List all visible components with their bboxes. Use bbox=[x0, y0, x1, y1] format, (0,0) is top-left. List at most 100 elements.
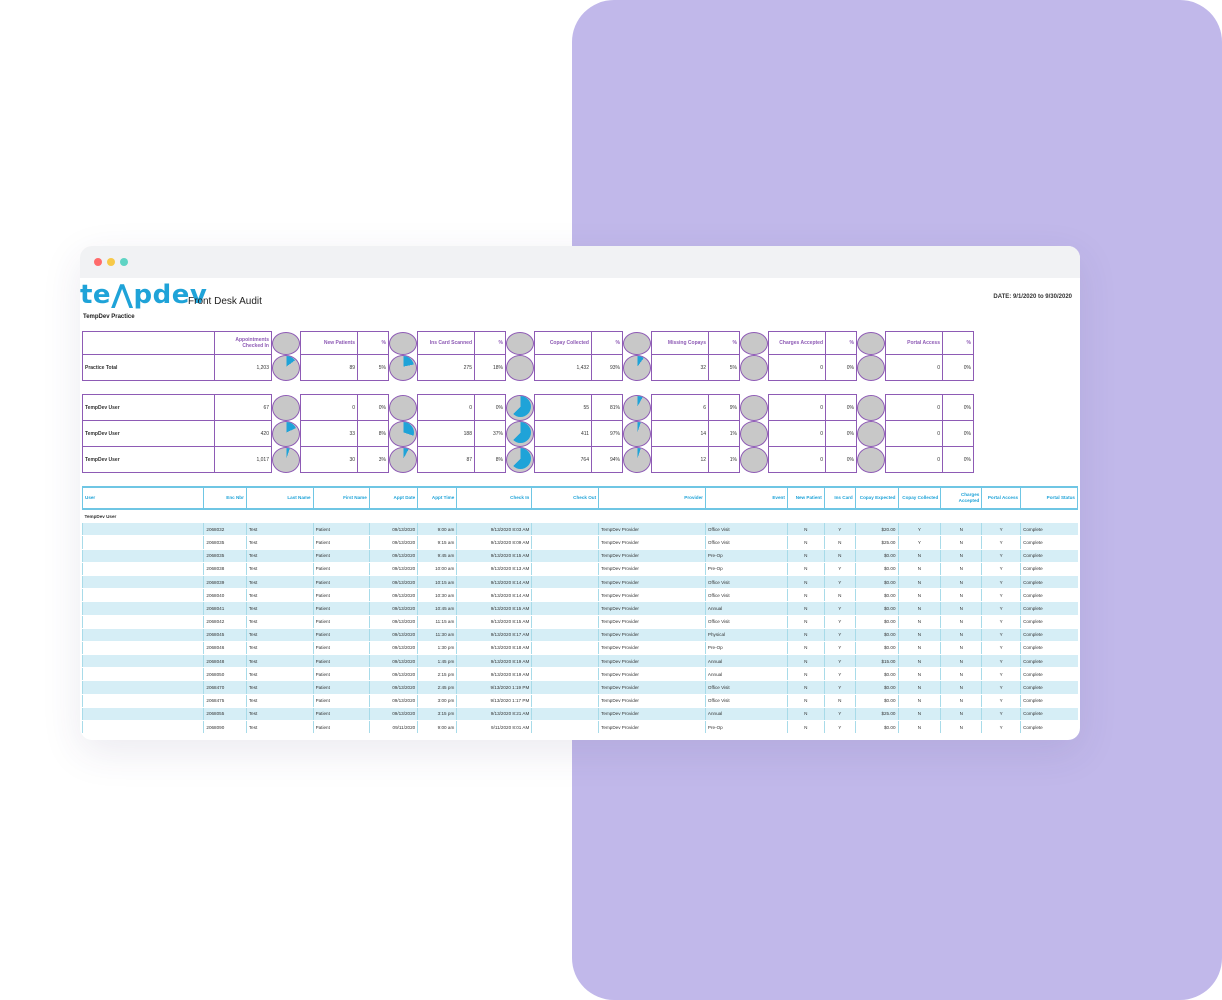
table-row[interactable]: 2068038 Test Patient 09/13/2020 10:00 am 9/13… bbox=[81, 562, 1078, 576]
table-cell bbox=[531, 522, 599, 537]
table-cell: N bbox=[786, 601, 825, 616]
summary-header-cell: % bbox=[357, 331, 389, 355]
table-cell: 09/13/2020 bbox=[368, 667, 418, 682]
detail-header-cell[interactable]: Event bbox=[704, 486, 788, 510]
summary-header-cell: % bbox=[942, 331, 974, 355]
maximize-dot-icon[interactable] bbox=[120, 258, 128, 266]
summary-header-row: Appointments Checked In New Patients% Ins … bbox=[82, 331, 974, 355]
table-cell: N bbox=[786, 720, 825, 735]
summary-value: 81% bbox=[591, 394, 623, 421]
table-row[interactable]: 2068032 Test Patient 09/13/2020 9:00 am 9/13/… bbox=[81, 522, 1078, 537]
table-row[interactable]: 2068046 Test Patient 09/13/2020 1:30 pm 9/13/… bbox=[81, 641, 1078, 656]
table-row[interactable]: 2068475 Test Patient 09/13/2020 3:00 pm 9/13/… bbox=[81, 694, 1078, 708]
table-row[interactable]: 2068050 Test Patient 09/13/2020 2:15 pm 9/13/… bbox=[81, 667, 1078, 682]
table-cell: Y bbox=[981, 720, 1021, 735]
table-cell: TempDev Provider bbox=[598, 667, 706, 682]
table-cell: TempDev Provider bbox=[598, 562, 706, 576]
table-cell: N bbox=[786, 654, 825, 669]
detail-header-cell[interactable]: Provider bbox=[598, 486, 706, 510]
summary-row-name: Practice Total bbox=[82, 354, 215, 381]
table-cell: Test bbox=[245, 667, 314, 682]
table-row[interactable]: 2068470 Test Patient 09/13/2020 2:45 pm 9/13/… bbox=[81, 680, 1078, 695]
table-cell: TempDev Provider bbox=[598, 601, 706, 616]
table-cell: Test bbox=[245, 535, 314, 550]
summary-header-pie-col bbox=[740, 331, 768, 355]
table-cell: 9/13/2020 8:19 AM bbox=[456, 654, 532, 669]
table-cell bbox=[531, 694, 599, 708]
table-row[interactable]: 2068048 Test Patient 09/13/2020 1:45 pm 9/13/… bbox=[81, 654, 1078, 669]
close-dot-icon[interactable] bbox=[94, 258, 102, 266]
report-window: te⋀pdev Front Desk Audit DATE: 9/1/2020 … bbox=[80, 246, 1080, 740]
table-cell: TempDev Provider bbox=[598, 628, 706, 642]
summary-pie-cell bbox=[740, 420, 768, 447]
detail-header-cell[interactable]: Charges Accepted bbox=[940, 486, 983, 510]
detail-header-cell[interactable]: Check Out bbox=[531, 486, 600, 510]
table-row[interactable]: 2068039 Test Patient 09/13/2020 10:15 am 9/13… bbox=[81, 575, 1078, 590]
summary-value: 0 bbox=[768, 394, 826, 421]
table-cell: 09/13/2020 bbox=[368, 707, 418, 722]
table-cell: Pre-Op bbox=[704, 549, 788, 563]
table-row[interactable]: 2068045 Test Patient 09/13/2020 11:30 am 9/13… bbox=[81, 628, 1078, 642]
detail-header-cell[interactable]: Enc Nbr bbox=[203, 486, 247, 510]
detail-header-cell[interactable]: Last Name bbox=[245, 486, 314, 510]
table-row[interactable]: 2068035 Test Patient 09/13/2020 9:15 am 9/13/… bbox=[81, 535, 1078, 550]
summary-row-name: TempDev User bbox=[82, 394, 215, 421]
table-cell: Test bbox=[245, 628, 314, 642]
table-cell: N bbox=[940, 575, 982, 590]
detail-header-cell[interactable]: Check In bbox=[456, 486, 533, 510]
summary-value: 0 bbox=[768, 420, 826, 447]
table-cell: $25.00 bbox=[854, 707, 898, 722]
summary-value: 420 bbox=[214, 420, 272, 447]
table-cell: N bbox=[940, 680, 982, 695]
table-cell: $0.00 bbox=[854, 601, 898, 616]
table-cell: $0.00 bbox=[854, 549, 898, 563]
summary-value: 5% bbox=[708, 354, 740, 381]
detail-header-cell[interactable]: Copay Expected bbox=[854, 486, 899, 510]
table-row[interactable]: 2068040 Test Patient 09/13/2020 10:30 am 9/13… bbox=[81, 588, 1078, 603]
table-cell bbox=[531, 575, 599, 590]
table-cell: N bbox=[823, 588, 856, 603]
summary-value: 12 bbox=[651, 446, 709, 473]
summary-value: 411 bbox=[534, 420, 592, 447]
table-cell: 11:15 am bbox=[417, 615, 457, 629]
detail-header-cell[interactable]: Copay Collected bbox=[897, 486, 942, 510]
detail-header-cell[interactable]: User bbox=[81, 486, 205, 510]
summary-pie-cell bbox=[272, 420, 300, 447]
table-cell: TempDev Provider bbox=[598, 694, 706, 708]
detail-header-cell[interactable]: Ins Card bbox=[823, 486, 856, 510]
table-row[interactable]: 2068042 Test Patient 09/13/2020 11:15 am 9/13… bbox=[81, 615, 1078, 629]
table-cell: 2068048 bbox=[203, 654, 247, 669]
table-row[interactable]: 2068035 Test Patient 09/13/2020 9:45 am 9/13/… bbox=[81, 549, 1078, 563]
table-cell: Y bbox=[823, 615, 856, 629]
table-cell: Patient bbox=[312, 694, 370, 708]
table-cell bbox=[531, 615, 599, 629]
summary-pie-cell bbox=[740, 354, 768, 381]
detail-header-cell[interactable]: Portal Access bbox=[981, 486, 1022, 510]
summary-value: 9% bbox=[708, 394, 740, 421]
table-cell: Test bbox=[245, 707, 314, 722]
table-cell: 2:45 pm bbox=[417, 680, 457, 695]
summary-value: 0 bbox=[885, 394, 943, 421]
table-cell: Test bbox=[245, 575, 314, 590]
summary-value: 37% bbox=[474, 420, 506, 447]
detail-header-cell[interactable]: Appt Date bbox=[368, 486, 419, 510]
summary-value: 97% bbox=[591, 420, 623, 447]
detail-header-cell[interactable]: Portal Status bbox=[1020, 486, 1078, 510]
minimize-dot-icon[interactable] bbox=[107, 258, 115, 266]
table-cell: N bbox=[940, 694, 982, 708]
table-row[interactable]: 2068090 Test Patient 09/11/2020 9:00 am 9/11/… bbox=[81, 720, 1078, 735]
detail-header-cell[interactable]: Appt Time bbox=[417, 486, 458, 510]
detail-header-cell[interactable]: New Patient bbox=[786, 486, 825, 510]
table-cell bbox=[81, 615, 204, 629]
table-cell: Office Visit bbox=[704, 535, 788, 550]
table-cell: Test bbox=[245, 641, 314, 656]
table-cell: 9:15 am bbox=[417, 535, 457, 550]
pie-chart-icon bbox=[509, 447, 531, 469]
pie-chart-icon bbox=[275, 421, 297, 443]
summary-value: 32 bbox=[651, 354, 709, 381]
table-row[interactable]: 2068041 Test Patient 09/13/2020 10:45 am 9/13… bbox=[81, 601, 1078, 616]
table-cell: $0.00 bbox=[854, 720, 898, 735]
table-cell: N bbox=[940, 707, 982, 722]
detail-header-cell[interactable]: First Name bbox=[312, 486, 370, 510]
table-row[interactable]: 2068055 Test Patient 09/13/2020 3:15 pm 9/13/… bbox=[81, 707, 1078, 722]
